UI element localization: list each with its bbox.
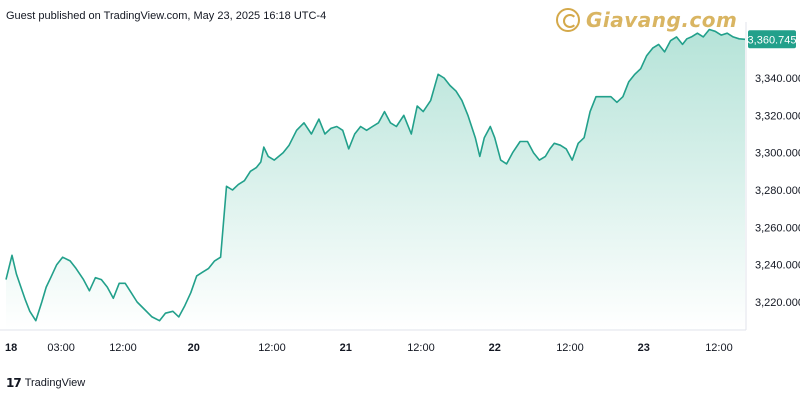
last-price-badge	[748, 30, 796, 49]
x-tick-label: 12:00	[258, 342, 286, 354]
y-tick-label: 3,300.000	[755, 148, 800, 160]
x-tick-label: 21	[340, 342, 352, 354]
x-tick-label: 20	[188, 342, 200, 354]
x-tick-label: 23	[638, 342, 650, 354]
publisher-caption: Guest published on TradingView.com, May …	[6, 10, 327, 22]
y-tick-label: 3,240.000	[755, 260, 800, 272]
tradingview-logo-icon: 17	[6, 376, 22, 390]
last-price-label: 3,360.745	[748, 34, 797, 46]
x-tick-label: 18	[5, 342, 17, 354]
y-tick-label: 3,220.000	[755, 297, 800, 309]
x-tick-label: 12:00	[407, 342, 435, 354]
x-tick-label: 12:00	[705, 342, 733, 354]
giavang-watermark: Giavang.com	[556, 8, 737, 32]
watermark-text: Giavang.com	[586, 8, 738, 32]
giavang-logo-icon	[556, 8, 580, 32]
y-tick-label: 3,260.000	[755, 222, 800, 234]
y-tick-label: 3,340.000	[755, 73, 800, 85]
x-tick-label: 22	[489, 342, 501, 354]
x-tick-label: 03:00	[47, 342, 75, 354]
x-tick-label: 12:00	[109, 342, 137, 354]
price-line	[5, 28, 746, 322]
y-tick-label: 3,320.000	[755, 110, 800, 122]
price-area-fill	[6, 29, 745, 330]
tradingview-brand-text: TradingView	[24, 377, 86, 389]
tradingview-branding[interactable]: 17 TradingView	[6, 376, 85, 390]
x-tick-label: 12:00	[556, 342, 584, 354]
y-tick-label: 3,280.000	[755, 185, 800, 197]
